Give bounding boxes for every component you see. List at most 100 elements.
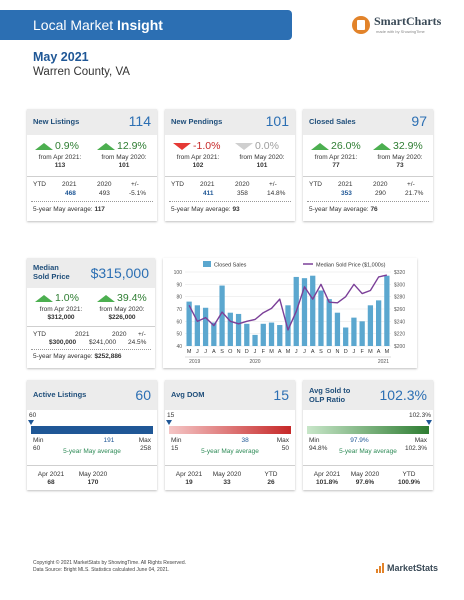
card-header: Median Sold Price $315,000 bbox=[27, 258, 155, 288]
legend-label-median-price: Median Sold Price ($1,000s) bbox=[316, 263, 386, 269]
bar-closed-sales bbox=[235, 313, 242, 346]
line-median-price bbox=[188, 274, 388, 331]
bar-closed-sales bbox=[277, 325, 283, 346]
gauge-card: Avg Sold to OLP Ratio 102.3% 102.3% Min 94… bbox=[303, 380, 433, 490]
sales-price-chart: Closed Sales Median Sold Price ($1,000s) 1… bbox=[163, 258, 417, 368]
card-header: New Pendings 101 bbox=[165, 109, 295, 135]
bar-closed-sales bbox=[359, 321, 365, 346]
change-month: 0.9% bbox=[35, 140, 79, 152]
x-tick-label: M bbox=[286, 349, 291, 355]
y-tick-right: $240 bbox=[394, 319, 405, 325]
card-label: Avg Sold to OLP Ratio bbox=[309, 386, 351, 404]
five-year-average: 5-year May average: 76 bbox=[309, 206, 378, 213]
bar-closed-sales bbox=[219, 285, 225, 346]
metric-card: Closed Sales 97 26.0% 32.9% from Apr 202… bbox=[303, 109, 433, 221]
gauge-average-caption: 5-year May average bbox=[339, 448, 397, 455]
bar-closed-sales bbox=[367, 305, 374, 346]
card-value: 101 bbox=[265, 113, 289, 129]
current-value-label: 102.3% bbox=[408, 412, 431, 419]
current-marker-icon bbox=[166, 420, 172, 425]
card-header: New Listings 114 bbox=[27, 109, 157, 135]
banner-title: Local Market Insight bbox=[0, 10, 292, 40]
metric-card: New Listings 114 0.9% 12.9% from Apr 202… bbox=[27, 109, 157, 221]
x-tick-label: F bbox=[262, 349, 266, 355]
card-header: Active Listings 60 bbox=[27, 380, 157, 410]
bar-closed-sales bbox=[202, 307, 209, 346]
y-tick-right: $300 bbox=[394, 282, 405, 288]
y-tick-left: 60 bbox=[176, 319, 182, 325]
card-value: 114 bbox=[128, 113, 151, 129]
gauge-bar bbox=[169, 426, 291, 434]
x-tick-label: N bbox=[335, 349, 339, 355]
comparison-stat: May 2020 170 bbox=[78, 471, 108, 486]
bar-closed-sales bbox=[211, 322, 217, 346]
up-arrow-icon bbox=[97, 294, 115, 302]
current-marker-icon bbox=[28, 420, 34, 425]
x-tick-label: N bbox=[237, 349, 241, 355]
x-tick-label: M bbox=[269, 349, 274, 355]
combo-chart: Closed Sales Median Sold Price ($1,000s) 1… bbox=[174, 261, 405, 365]
x-tick-label: J bbox=[254, 349, 257, 355]
x-tick-label: D bbox=[245, 349, 249, 355]
y-tick-left: 100 bbox=[174, 270, 183, 276]
card-label: Closed Sales bbox=[309, 117, 356, 126]
comparison-stat: Apr 2021 68 bbox=[37, 471, 65, 486]
x-tick-label: A bbox=[311, 349, 315, 355]
change-year: 12.9% bbox=[97, 140, 147, 152]
up-arrow-icon bbox=[97, 142, 115, 150]
report-location: Warren County, VA bbox=[33, 66, 130, 78]
card-value: 60 bbox=[135, 387, 151, 403]
gauge-max: Max 258 bbox=[138, 437, 151, 452]
bar-closed-sales bbox=[268, 322, 275, 346]
chart-logo-icon bbox=[352, 16, 370, 34]
x-tick-label: S bbox=[220, 349, 224, 355]
smartcharts-logo: SmartCharts made with by ShowingTime bbox=[352, 14, 462, 38]
bar-closed-sales bbox=[376, 300, 382, 346]
y-tick-left: 90 bbox=[176, 282, 182, 288]
bar-closed-sales bbox=[194, 305, 200, 346]
gauge-average-value: 97.9% bbox=[350, 437, 369, 444]
x-tick-label: O bbox=[228, 349, 233, 355]
legend-label-closed-sales: Closed Sales bbox=[214, 263, 247, 269]
gauge-max: Max 50 bbox=[276, 437, 289, 452]
y-tick-right: $280 bbox=[394, 295, 405, 301]
x-tick-label: J bbox=[295, 349, 298, 355]
card-label: New Pendings bbox=[171, 117, 223, 126]
bar-closed-sales bbox=[260, 323, 266, 346]
x-tick-label: J bbox=[353, 349, 356, 355]
y-tick-right: $320 bbox=[394, 270, 405, 276]
bar-closed-sales bbox=[285, 305, 291, 346]
metric-card: New Pendings 101 -1.0% 0.0% from Apr 202… bbox=[165, 109, 295, 221]
card-value: 97 bbox=[411, 113, 427, 129]
bar-chart-icon bbox=[376, 563, 385, 573]
comparison-stat: YTD 100.9% bbox=[397, 471, 421, 486]
x-tick-label: J bbox=[303, 349, 306, 355]
report-period: May 2021 bbox=[33, 50, 89, 64]
x-tick-label: O bbox=[327, 349, 332, 355]
gauge-average-caption: 5-year May average bbox=[63, 448, 121, 455]
x-tick-label: A bbox=[212, 349, 216, 355]
change-year: 32.9% bbox=[373, 140, 423, 152]
down-arrow-icon bbox=[173, 142, 191, 150]
x-tick-label: M bbox=[187, 349, 192, 355]
comparison-stat: Apr 2021 19 bbox=[175, 471, 203, 486]
bar-closed-sales bbox=[326, 299, 332, 346]
y-tick-left: 70 bbox=[176, 307, 182, 313]
x-tick-label: D bbox=[344, 349, 348, 355]
year-label: 2019 bbox=[189, 359, 200, 365]
gauge-card: Active Listings 60 60 Min 60 191 Max 258 5… bbox=[27, 380, 157, 490]
bar-closed-sales bbox=[334, 312, 341, 346]
current-value-label: 60 bbox=[29, 412, 37, 419]
x-tick-label: J bbox=[204, 349, 207, 355]
top-banner: Local Market Insight SmartCharts made wi… bbox=[0, 10, 464, 40]
y-tick-left: 40 bbox=[176, 344, 182, 350]
bar-closed-sales bbox=[301, 278, 308, 346]
x-tick-label: F bbox=[360, 349, 364, 355]
bar-closed-sales bbox=[310, 275, 316, 346]
median-price-value: $315,000 bbox=[90, 265, 149, 281]
x-tick-label: M bbox=[368, 349, 373, 355]
change-year: 0.0% bbox=[235, 140, 279, 152]
gauge-bar bbox=[31, 426, 153, 434]
bar-closed-sales bbox=[343, 327, 349, 346]
five-year-average: 5-year May average: $252,886 bbox=[33, 353, 122, 360]
